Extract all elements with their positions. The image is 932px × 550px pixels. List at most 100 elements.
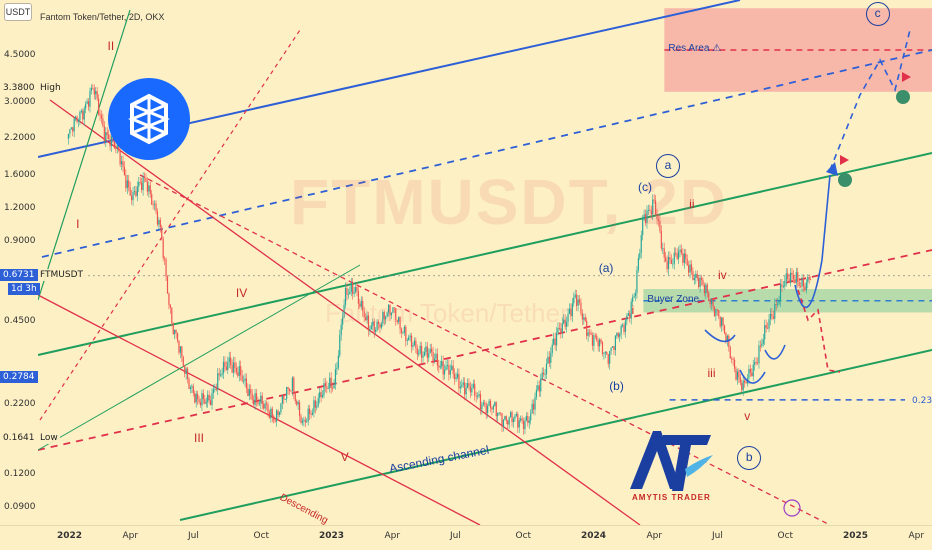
candle-body — [72, 127, 74, 132]
candle-body — [689, 264, 691, 273]
pattern-curve-right — [764, 344, 786, 360]
candle-body — [475, 395, 477, 397]
candle-body — [498, 412, 500, 414]
candle-body — [560, 328, 562, 334]
candle-body — [804, 286, 806, 291]
candle-body — [215, 388, 217, 390]
price-tag-countdown: 1d 3h — [8, 282, 40, 295]
candle-body — [643, 214, 645, 220]
candle-body — [237, 372, 239, 376]
candle-body — [756, 362, 759, 364]
candle-body — [271, 408, 273, 417]
candle-body — [156, 211, 159, 225]
candle-body — [406, 340, 408, 342]
candle-body — [735, 368, 737, 380]
candle-body — [169, 304, 171, 308]
candle-body — [565, 322, 568, 327]
candle-body — [788, 278, 790, 283]
candle-body — [274, 420, 276, 422]
candle-body — [260, 395, 262, 404]
candle-body — [377, 321, 380, 325]
candle-body — [677, 251, 680, 259]
candle-body — [192, 386, 194, 394]
candle-body — [438, 365, 440, 368]
candle-body — [754, 362, 756, 365]
candle-body — [96, 91, 98, 99]
candle-body — [264, 403, 266, 409]
trend-line-1 — [41, 49, 932, 258]
candle-body — [601, 342, 604, 354]
candle-body — [90, 87, 93, 91]
candle-body — [580, 302, 582, 314]
price-axis[interactable] — [0, 0, 38, 525]
currency-selector[interactable]: USDT — [4, 3, 32, 21]
candle-body — [204, 399, 206, 404]
candle-body — [158, 219, 160, 225]
time-tick-label: 2023 — [319, 531, 345, 541]
time-tick-label: Oct — [777, 531, 794, 541]
candle-body — [324, 383, 327, 387]
candle-body — [715, 309, 717, 317]
candle-body — [390, 312, 393, 316]
candle-body — [538, 385, 540, 392]
candle-body — [155, 203, 157, 212]
candle-body — [712, 299, 714, 307]
candle-body — [293, 377, 295, 394]
candle-body — [682, 253, 684, 263]
candle-body — [309, 408, 311, 415]
candle-body — [172, 322, 174, 334]
wave-label: (c) — [638, 179, 653, 194]
candle-body — [708, 292, 710, 301]
candle-body — [386, 312, 388, 317]
candle-body — [634, 293, 637, 297]
price-tag: 0.2784 — [0, 370, 38, 383]
candle-body — [181, 346, 183, 357]
candle-body — [655, 200, 657, 215]
candle-body — [482, 402, 484, 405]
candle-body — [425, 346, 427, 352]
candle-body — [637, 257, 639, 271]
candle-body — [696, 273, 698, 279]
candle-body — [521, 418, 523, 422]
candle-body — [431, 348, 433, 352]
candle-body — [340, 324, 342, 336]
time-axis[interactable] — [0, 525, 932, 550]
candle-body — [695, 273, 697, 278]
candle-body — [153, 203, 156, 205]
candle-body — [82, 110, 84, 120]
candle-body — [387, 304, 390, 313]
trend-line-9 — [37, 9, 131, 301]
candle-body — [458, 373, 460, 389]
wave-label: V — [340, 450, 349, 465]
candle-body — [633, 296, 635, 298]
candle-body — [194, 393, 196, 403]
candle-body — [599, 339, 601, 347]
candle-body — [126, 180, 128, 189]
candle-body — [621, 324, 624, 326]
price-tag: 0.6731 — [0, 268, 38, 281]
wave-label: v — [744, 409, 751, 424]
candle-body — [214, 388, 216, 390]
candle-body — [606, 351, 608, 355]
candle-body — [534, 397, 536, 410]
candle-body — [772, 316, 774, 319]
candle-body — [161, 227, 163, 239]
wave-label: iv — [718, 267, 727, 282]
candle-body — [284, 398, 286, 400]
candle-body — [69, 129, 71, 134]
candle-body — [623, 324, 625, 332]
candle-body — [186, 368, 189, 379]
candle-body — [79, 112, 81, 120]
candle-body — [706, 284, 708, 293]
candle-body — [357, 291, 360, 304]
wave-label: III — [194, 431, 205, 446]
candle-body — [558, 327, 561, 329]
candle-body — [744, 380, 746, 383]
candle-body — [446, 365, 449, 367]
candle-body — [667, 257, 670, 270]
candle-body — [657, 219, 660, 221]
candle-body — [698, 278, 700, 288]
candle-body — [554, 338, 556, 346]
candle-body — [301, 420, 304, 423]
